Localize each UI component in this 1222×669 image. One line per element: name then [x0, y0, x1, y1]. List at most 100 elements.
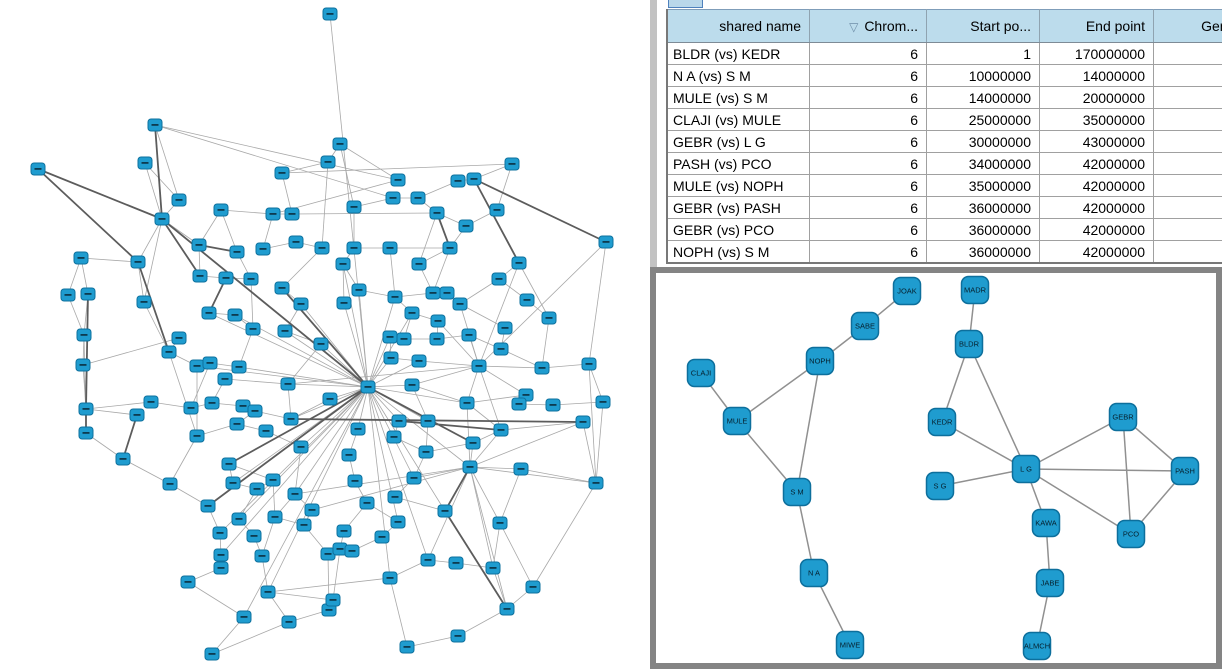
result-node-miwe[interactable] [835, 630, 865, 660]
end-cell[interactable]: 43000000 [1039, 130, 1154, 153]
start-cell[interactable]: 1 [926, 42, 1040, 65]
chromosome-cell[interactable]: 6 [809, 64, 927, 87]
genetic-cell[interactable]: 10.5 [1153, 174, 1222, 197]
genetic-cell[interactable]: 192.0 [1153, 42, 1222, 65]
table-row[interactable]: GEBR (vs) PCO636000000420000008.4 [667, 218, 1222, 241]
chromosome-cell[interactable]: 6 [809, 130, 927, 153]
table-row[interactable]: PASH (vs) PCO6340000004200000011.4 [667, 152, 1222, 175]
end-cell[interactable]: 14000000 [1039, 64, 1154, 87]
node-label [503, 608, 511, 610]
genetic-cell[interactable]: 8.9 [1153, 196, 1222, 219]
result-network-canvas[interactable]: JOAK MADR SABE BLDR NOPH CLAJI KEDR GEBR MULE L G… [656, 273, 1216, 663]
column-header-chrom---[interactable]: ▽ Chrom... [809, 9, 927, 43]
panel-divider[interactable] [650, 0, 657, 267]
result-node-s-g[interactable] [925, 471, 955, 501]
table-row[interactable]: GEBR (vs) L G6300000004300000016.9 [667, 130, 1222, 153]
chromosome-cell[interactable]: 6 [809, 240, 927, 264]
start-cell[interactable]: 36000000 [926, 240, 1040, 264]
end-cell[interactable]: 42000000 [1039, 240, 1154, 264]
shared-name-cell[interactable]: GEBR (vs) PASH [667, 196, 810, 219]
start-cell[interactable]: 25000000 [926, 108, 1040, 131]
result-node-n-a[interactable] [799, 558, 829, 588]
network-edge [287, 365, 480, 385]
result-node-sabe[interactable] [850, 311, 880, 341]
table-row[interactable]: MULE (vs) NOPH6350000004200000010.5 [667, 174, 1222, 197]
shared-name-cell[interactable]: NOPH (vs) S M [667, 240, 810, 264]
start-cell[interactable]: 35000000 [926, 174, 1040, 197]
shared-name-cell[interactable]: N A (vs) S M [667, 64, 810, 87]
node-label [193, 365, 201, 367]
network-edge [595, 401, 604, 484]
result-node-noph[interactable] [805, 346, 835, 376]
table-row[interactable]: MULE (vs) S M614000000200000007.5 [667, 86, 1222, 109]
end-cell[interactable]: 42000000 [1039, 174, 1154, 197]
column-header-genetic---[interactable]: Genetic... [1153, 9, 1222, 43]
result-node-label: S G [934, 482, 947, 491]
genetic-cell[interactable]: 7.5 [1153, 86, 1222, 109]
chromosome-cell[interactable]: 6 [809, 42, 927, 65]
node-label [166, 483, 174, 485]
chromosome-cell[interactable]: 6 [809, 152, 927, 175]
genetic-cell[interactable]: 5.9 [1153, 108, 1222, 131]
end-cell[interactable]: 42000000 [1039, 218, 1154, 241]
genetic-cell[interactable]: 6.6 [1153, 64, 1222, 87]
shared-name-cell[interactable]: MULE (vs) NOPH [667, 174, 810, 197]
table-tab-fragment[interactable] [668, 0, 703, 8]
chromosome-cell[interactable]: 6 [809, 174, 927, 197]
start-cell[interactable]: 14000000 [926, 86, 1040, 109]
network-edge [85, 401, 152, 410]
result-node-pco[interactable] [1116, 519, 1146, 549]
result-node-bldr[interactable] [954, 329, 984, 359]
main-network-canvas[interactable] [0, 0, 650, 669]
network-edge [37, 168, 139, 263]
result-node-kawa[interactable] [1031, 508, 1061, 538]
chromosome-cell[interactable]: 6 [809, 108, 927, 131]
result-node-almch[interactable] [1022, 631, 1052, 661]
genetic-cell[interactable]: 8.4 [1153, 218, 1222, 241]
table-row[interactable]: CLAJI (vs) MULE625000000350000005.9 [667, 108, 1222, 131]
start-cell[interactable]: 34000000 [926, 152, 1040, 175]
table-row[interactable]: NOPH (vs) S M636000000420000009.9 [667, 240, 1222, 264]
result-node-madr[interactable] [960, 275, 990, 305]
genetic-cell[interactable]: 11.4 [1153, 152, 1222, 175]
table-row[interactable]: GEBR (vs) PASH636000000420000008.9 [667, 196, 1222, 219]
funnel-icon[interactable]: ▽ [849, 20, 859, 34]
genetic-cell[interactable]: 9.9 [1153, 240, 1222, 264]
result-node-l-g[interactable] [1011, 454, 1041, 484]
network-edge [154, 124, 394, 199]
end-cell[interactable]: 35000000 [1039, 108, 1154, 131]
genetic-cell[interactable]: 16.9 [1153, 130, 1222, 153]
result-node-pash[interactable] [1170, 456, 1200, 486]
result-node-joak[interactable] [892, 276, 922, 306]
result-node-claji[interactable] [686, 358, 716, 388]
shared-name-cell[interactable]: MULE (vs) S M [667, 86, 810, 109]
start-cell[interactable]: 30000000 [926, 130, 1040, 153]
result-node-gebr[interactable] [1108, 402, 1138, 432]
table-row[interactable]: BLDR (vs) KEDR61170000000192.0 [667, 42, 1222, 65]
start-cell[interactable]: 36000000 [926, 196, 1040, 219]
end-cell[interactable]: 20000000 [1039, 86, 1154, 109]
shared-name-cell[interactable]: PASH (vs) PCO [667, 152, 810, 175]
shared-name-cell[interactable]: GEBR (vs) L G [667, 130, 810, 153]
start-cell[interactable]: 10000000 [926, 64, 1040, 87]
column-header-shared-name[interactable]: shared name [667, 9, 810, 43]
column-header-end-point[interactable]: End point [1039, 9, 1154, 43]
result-node-mule[interactable] [722, 406, 752, 436]
chromosome-cell[interactable]: 6 [809, 218, 927, 241]
end-cell[interactable]: 170000000 [1039, 42, 1154, 65]
shared-name-cell[interactable]: GEBR (vs) PCO [667, 218, 810, 241]
start-cell[interactable]: 36000000 [926, 218, 1040, 241]
result-node-jabe[interactable] [1035, 568, 1065, 598]
end-cell[interactable]: 42000000 [1039, 196, 1154, 219]
node-label [410, 477, 418, 479]
result-node-kedr[interactable] [927, 407, 957, 437]
shared-name-cell[interactable]: BLDR (vs) KEDR [667, 42, 810, 65]
result-node-s-m[interactable] [782, 477, 812, 507]
end-cell[interactable]: 42000000 [1039, 152, 1154, 175]
table-row[interactable]: N A (vs) S M610000000140000006.6 [667, 64, 1222, 87]
chromosome-cell[interactable]: 6 [809, 86, 927, 109]
shared-name-cell[interactable]: CLAJI (vs) MULE [667, 108, 810, 131]
chromosome-cell[interactable]: 6 [809, 196, 927, 219]
column-header-start-po---[interactable]: Start po... [926, 9, 1040, 43]
network-edge [357, 386, 369, 430]
